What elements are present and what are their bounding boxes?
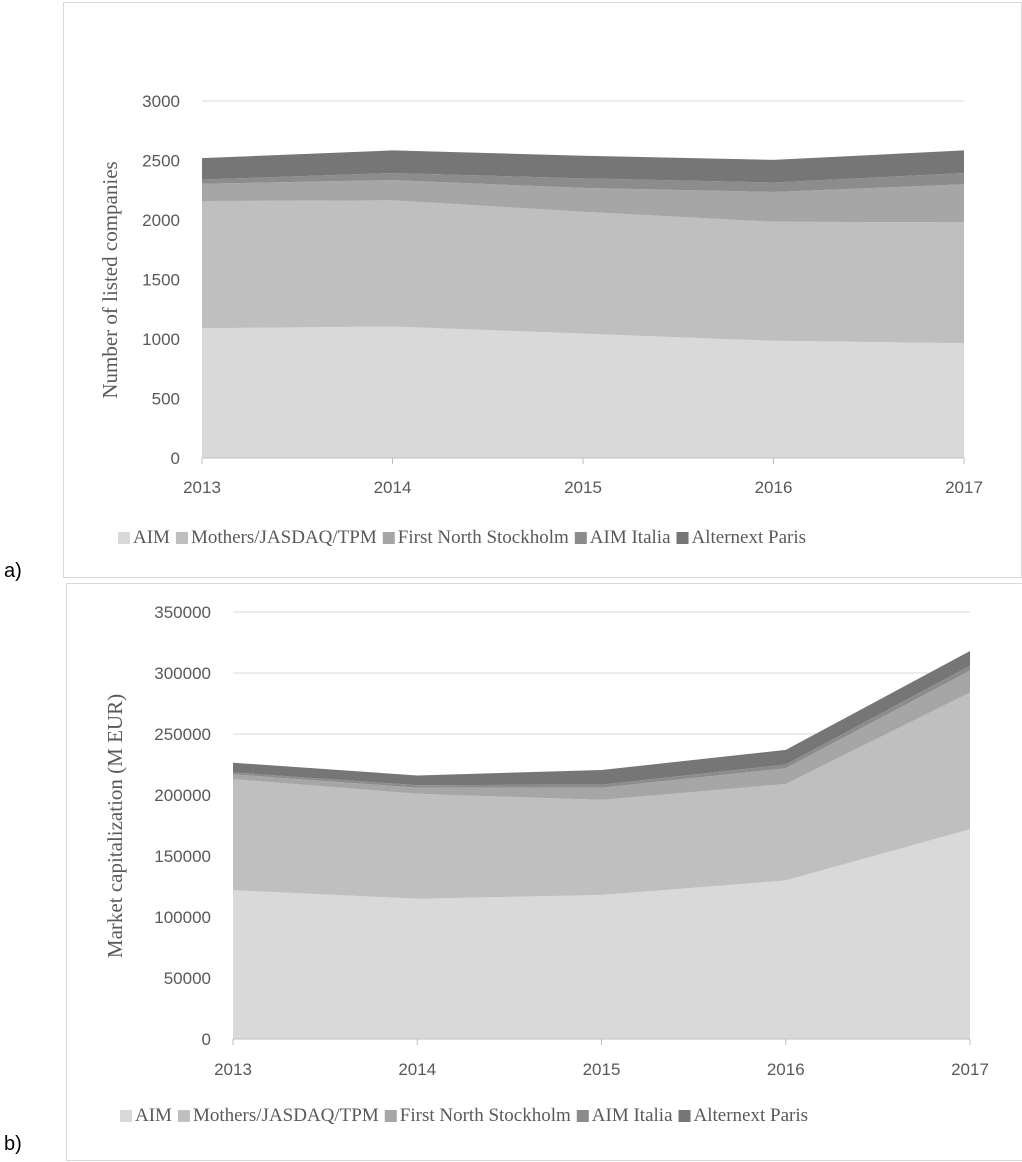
chart-b-legend-swatch-alternext-paris xyxy=(679,1110,691,1122)
chart-b-y-axis-title: Market capitalization (M EUR) xyxy=(103,694,127,958)
chart-b-legend-label-alternext-paris: Alternext Paris xyxy=(694,1105,809,1126)
chart-b-xtick-2014: 2014 xyxy=(398,1060,436,1079)
chart-b-legend-label-aim-italia: AIM Italia xyxy=(592,1105,673,1126)
chart-b-ytick-0: 0 xyxy=(202,1030,211,1049)
chart-b-ytick-250000: 250000 xyxy=(154,725,211,744)
chart-b-ytick-300000: 300000 xyxy=(154,664,211,683)
chart-b-legend-swatch-mothers-jasdaq-tpm xyxy=(178,1110,190,1122)
chart-b-xtick-2013: 2013 xyxy=(214,1060,252,1079)
chart-b-legend-swatch-aim xyxy=(120,1110,132,1122)
chart-b-xtick-2017: 2017 xyxy=(951,1060,989,1079)
chart-b-ytick-50000: 50000 xyxy=(164,969,211,988)
chart-b-legend-swatch-aim-italia xyxy=(577,1110,589,1122)
chart-b-legend-label-mothers-jasdaq-tpm: Mothers/JASDAQ/TPM xyxy=(193,1105,379,1126)
chart-b-xtick-2016: 2016 xyxy=(767,1060,805,1079)
chart-b-ytick-150000: 150000 xyxy=(154,847,211,866)
chart-b-legend-swatch-first-north-stockholm xyxy=(385,1110,397,1122)
chart-b-xtick-2015: 2015 xyxy=(583,1060,621,1079)
chart-b-ytick-100000: 100000 xyxy=(154,908,211,927)
chart-b-ytick-350000: 350000 xyxy=(154,603,211,622)
chart-b-ytick-200000: 200000 xyxy=(154,786,211,805)
chart-b-legend-label-first-north-stockholm: First North Stockholm xyxy=(400,1105,571,1126)
chart-b-legend-label-aim: AIM xyxy=(135,1105,172,1126)
